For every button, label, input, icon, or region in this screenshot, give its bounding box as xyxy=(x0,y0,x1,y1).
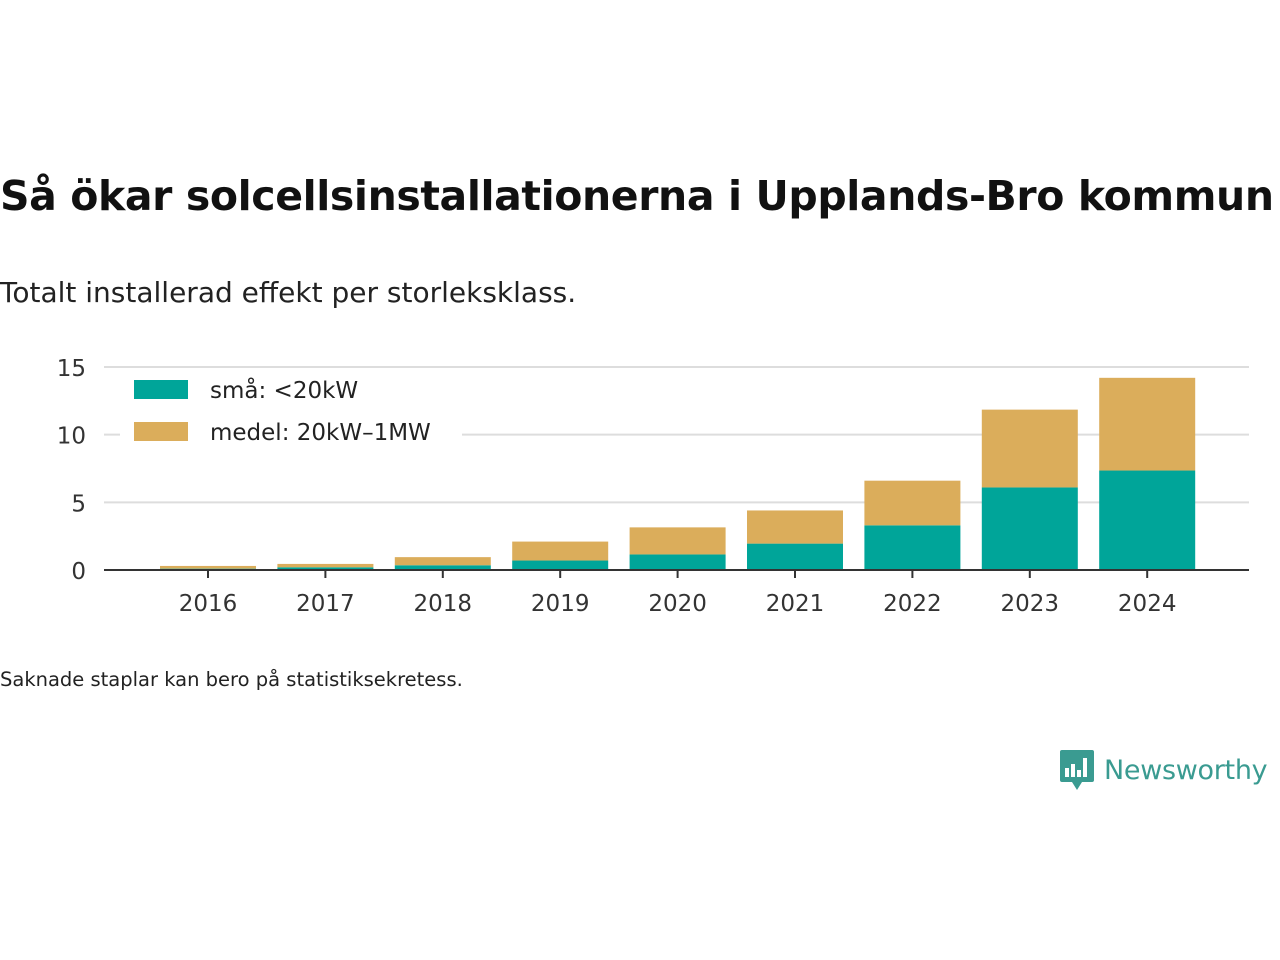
legend: små: <20kW medel: 20kW–1MW xyxy=(120,368,462,460)
bar-small-2021 xyxy=(747,543,843,570)
y-tick-label: 5 xyxy=(71,491,86,517)
legend-swatch xyxy=(134,380,188,399)
x-tick-label: 2019 xyxy=(531,591,590,617)
legend-label: små: <20kW xyxy=(210,376,358,404)
y-tick-label: 10 xyxy=(57,424,86,450)
footnote: Saknade staplar kan bero på statistiksek… xyxy=(0,668,463,691)
chart-title: Så ökar solcellsinstallationerna i Uppla… xyxy=(0,172,1274,220)
bar-medium-2017 xyxy=(277,563,374,568)
bar-small-2022 xyxy=(864,525,961,570)
chart-subtitle: Totalt installerad effekt per storlekskl… xyxy=(0,276,577,309)
bar-medium-2021 xyxy=(747,510,843,544)
bar-small-2024 xyxy=(1099,470,1196,570)
x-axis-ticks: 2016 2017 2018 2019 2020 2021 2022 2023 2024 xyxy=(179,570,1177,617)
bar-chart-bubble-icon xyxy=(1060,750,1094,790)
bar-small-2023 xyxy=(981,487,1078,570)
bar-medium-2018 xyxy=(394,557,491,566)
x-tick-label: 2018 xyxy=(414,591,473,617)
bar-medium-2023 xyxy=(981,409,1078,488)
brand-name: Newsworthy xyxy=(1104,754,1268,786)
x-tick-label: 2021 xyxy=(766,591,825,617)
bar-medium-2024 xyxy=(1099,377,1196,471)
bar-small-2017 xyxy=(277,567,374,570)
newsworthy-logo[interactable]: Newsworthy xyxy=(1058,748,1268,792)
bar-medium-2022 xyxy=(864,480,961,526)
bar-medium-2019 xyxy=(512,541,609,561)
x-tick-label: 2023 xyxy=(1001,591,1060,617)
bar-medium-2016 xyxy=(160,565,256,569)
bars xyxy=(160,377,1196,570)
bar-small-2018 xyxy=(394,565,491,570)
bar-small-2020 xyxy=(629,554,726,570)
x-tick-label: 2024 xyxy=(1118,591,1177,617)
x-tick-label: 2022 xyxy=(883,591,942,617)
legend-swatch xyxy=(134,422,188,441)
x-tick-label: 2017 xyxy=(296,591,355,617)
bar-small-2019 xyxy=(512,560,609,570)
y-axis-ticks: 0 5 10 15 xyxy=(57,356,86,585)
bar-medium-2020 xyxy=(629,527,726,555)
y-tick-label: 0 xyxy=(71,559,86,585)
x-tick-label: 2016 xyxy=(179,591,238,617)
y-tick-label: 15 xyxy=(57,356,86,382)
legend-label: medel: 20kW–1MW xyxy=(210,420,431,446)
x-tick-label: 2020 xyxy=(648,591,707,617)
